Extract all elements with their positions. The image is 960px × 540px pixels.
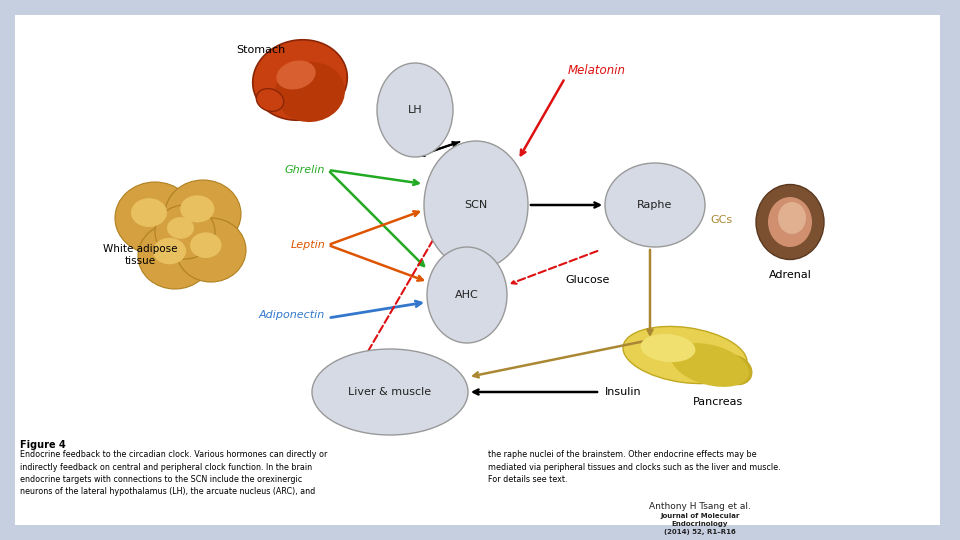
Ellipse shape <box>623 326 747 383</box>
Text: Journal of Molecular: Journal of Molecular <box>660 513 740 519</box>
Text: Adiponectin: Adiponectin <box>259 310 325 320</box>
Ellipse shape <box>138 223 212 289</box>
Text: Insulin: Insulin <box>605 387 641 397</box>
Text: Anthony H Tsang et al.: Anthony H Tsang et al. <box>649 502 751 511</box>
Ellipse shape <box>427 247 507 343</box>
Text: (2014) 52, R1–R16: (2014) 52, R1–R16 <box>664 529 736 535</box>
Ellipse shape <box>155 205 215 259</box>
Text: SCN: SCN <box>465 200 488 210</box>
Ellipse shape <box>671 343 749 387</box>
Ellipse shape <box>768 197 812 247</box>
Ellipse shape <box>312 349 468 435</box>
Ellipse shape <box>778 202 806 234</box>
Text: Adrenal: Adrenal <box>769 270 811 280</box>
Text: Stomach: Stomach <box>236 45 285 55</box>
Text: Raphe: Raphe <box>637 200 673 210</box>
Ellipse shape <box>718 355 752 384</box>
Ellipse shape <box>190 232 222 258</box>
Text: Ghrelin: Ghrelin <box>284 165 325 175</box>
Text: GCs: GCs <box>710 215 732 225</box>
Ellipse shape <box>176 218 246 282</box>
Ellipse shape <box>756 185 824 260</box>
Text: Pancreas: Pancreas <box>693 397 743 407</box>
Ellipse shape <box>640 334 695 362</box>
Ellipse shape <box>424 141 528 269</box>
Ellipse shape <box>115 182 195 254</box>
Text: Melatonin: Melatonin <box>568 64 626 77</box>
Ellipse shape <box>377 63 453 157</box>
Text: Liver & muscle: Liver & muscle <box>348 387 432 397</box>
Text: AHC: AHC <box>455 290 479 300</box>
Text: Glucose: Glucose <box>565 275 610 285</box>
Text: White adipose
tissue: White adipose tissue <box>103 244 178 266</box>
Text: Figure 4: Figure 4 <box>20 440 65 450</box>
Ellipse shape <box>256 89 284 111</box>
Ellipse shape <box>180 195 214 222</box>
Text: Endocrine feedback to the circadian clock. Various hormones can directly or
indi: Endocrine feedback to the circadian cloc… <box>20 450 327 496</box>
Ellipse shape <box>153 238 186 264</box>
Ellipse shape <box>605 163 705 247</box>
Ellipse shape <box>276 60 316 90</box>
Text: LH: LH <box>408 105 422 115</box>
Ellipse shape <box>165 180 241 248</box>
Text: Leptin: Leptin <box>290 240 325 250</box>
Ellipse shape <box>167 217 194 239</box>
Ellipse shape <box>275 62 345 122</box>
Ellipse shape <box>131 198 167 227</box>
Text: the raphe nuclei of the brainstem. Other endocrine effects may be
mediated via p: the raphe nuclei of the brainstem. Other… <box>488 450 780 484</box>
Text: Endocrinology: Endocrinology <box>672 521 729 527</box>
Ellipse shape <box>252 40 348 120</box>
